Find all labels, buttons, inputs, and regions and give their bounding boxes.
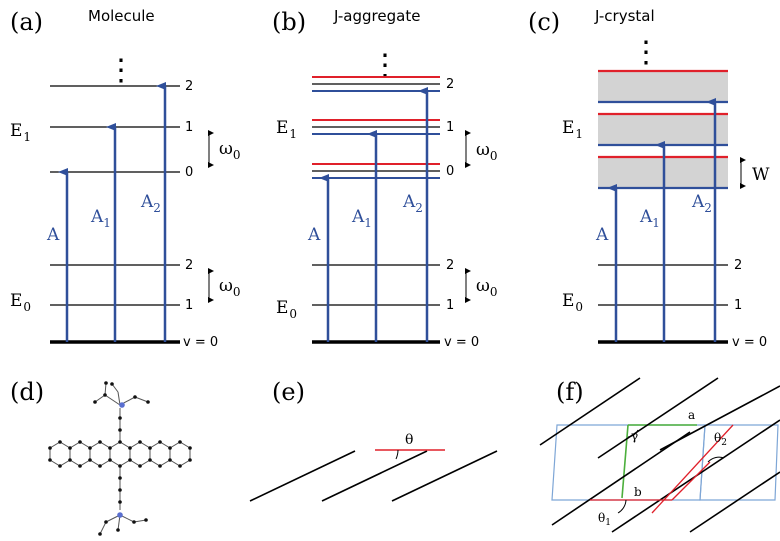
omega-label-a-lower: ω0 [219, 276, 241, 299]
theta2-label: θ2 [714, 431, 727, 448]
theta1-label: θ1 [598, 511, 611, 528]
panel-a-title: Molecule [88, 7, 155, 25]
level-a-ex1-label: 1 [185, 120, 193, 135]
transition-c-A1-label: A1 [639, 207, 660, 230]
theta1-arc [617, 499, 627, 514]
omega-label-a-upper: ω0 [219, 139, 241, 162]
molecule-line-f-3 [551, 431, 691, 526]
gamma-arc [627, 429, 639, 438]
panel-a: (a) Molecule ⋮ 2 1 0 2 1 v = 0 E1 E0 ω0 … [10, 7, 241, 350]
transition-b-A-label: A [307, 225, 321, 245]
panel-f: (f) γ a b θ1 θ2 [539, 377, 780, 533]
transition-c-A-label: A [595, 225, 609, 245]
level-b-ex1-label: 1 [446, 120, 454, 135]
transition-b-A2-label: A2 [402, 192, 423, 215]
transition-b-A1-label: A1 [351, 207, 372, 230]
panel-b: (b) J-aggregate ⋮ 2 1 0 2 1 v = 0 E1 E0 … [272, 7, 498, 350]
panel-b-letter: (b) [272, 8, 306, 36]
e1-label-b: E1 [276, 118, 297, 141]
level-b-ex2-label: 2 [446, 77, 454, 92]
panel-f-letter: (f) [556, 378, 584, 406]
panel-d-letter: (d) [10, 378, 44, 406]
e0-label-c: E0 [562, 291, 583, 314]
transition-a-A1-label: A1 [90, 207, 111, 230]
panel-e: (e) θ [249, 378, 498, 502]
molecule-line-e-2 [321, 450, 428, 502]
transition-a-A2-label: A2 [140, 192, 161, 215]
level-a-g0-label: v = 0 [183, 335, 218, 350]
omega-label-b-upper: ω0 [476, 140, 498, 163]
panel-c-letter: (c) [528, 8, 560, 36]
omega-label-b-lower: ω0 [476, 276, 498, 299]
molecule-line-f-2 [597, 377, 719, 459]
molecule-line-e-1 [249, 450, 356, 502]
band-c-2 [598, 71, 728, 102]
level-c-g2-label: 2 [734, 258, 742, 273]
bandwidth-label: W [752, 165, 770, 185]
theta-arc-e [395, 449, 399, 460]
level-c-g0-label: v = 0 [732, 335, 767, 350]
panel-a-letter: (a) [10, 8, 43, 36]
molecule-line-f-6 [659, 385, 780, 451]
e1-label-a: E1 [10, 121, 31, 144]
panel-e-letter: (e) [272, 378, 305, 406]
level-b-ex0-label: 0 [446, 164, 454, 179]
panel-c-title: J-crystal [594, 7, 655, 25]
level-c-g1-label: 1 [734, 298, 742, 313]
theta2-arc [707, 456, 725, 463]
level-a-ex2-label: 2 [185, 79, 193, 94]
molecule-atoms [48, 381, 192, 536]
panel-c: (c) J-crystal ⋮ 2 1 v = 0 E1 E0 W A A1 A… [528, 7, 770, 350]
lattice-vector-b [621, 424, 629, 499]
transition-a-A-label: A [46, 225, 60, 245]
e0-label-b: E0 [276, 298, 297, 321]
level-b-g0-label: v = 0 [444, 335, 479, 350]
unit-cell-1 [551, 424, 706, 501]
e0-label-a: E0 [10, 291, 31, 314]
unit-cell-2 [699, 424, 779, 501]
e1-label-c: E1 [562, 118, 583, 141]
red-line-f-diagonal [651, 424, 734, 514]
panel-d: (d) [10, 378, 192, 536]
molecule-line-f-5 [689, 471, 780, 533]
band-c-1 [598, 114, 728, 145]
level-b-g1-label: 1 [446, 298, 454, 313]
level-a-g2-label: 2 [185, 258, 193, 273]
panel-c-dots: ⋮ [631, 35, 661, 70]
panel-a-dots: ⋮ [106, 53, 136, 88]
panel-b-title: J-aggregate [333, 7, 420, 25]
red-line-f-short [671, 461, 711, 501]
molecule-line-f-1 [539, 377, 641, 446]
gamma-label: γ [631, 429, 638, 443]
level-a-g1-label: 1 [185, 298, 193, 313]
level-b-g2-label: 2 [446, 258, 454, 273]
molecule-line-e-3 [391, 450, 498, 502]
axis-b-label: b [634, 485, 642, 499]
transition-c-A2-label: A2 [691, 192, 712, 215]
level-a-ex0-label: 0 [185, 165, 193, 180]
axis-a-label: a [688, 408, 695, 422]
theta-label-e: θ [405, 432, 413, 448]
